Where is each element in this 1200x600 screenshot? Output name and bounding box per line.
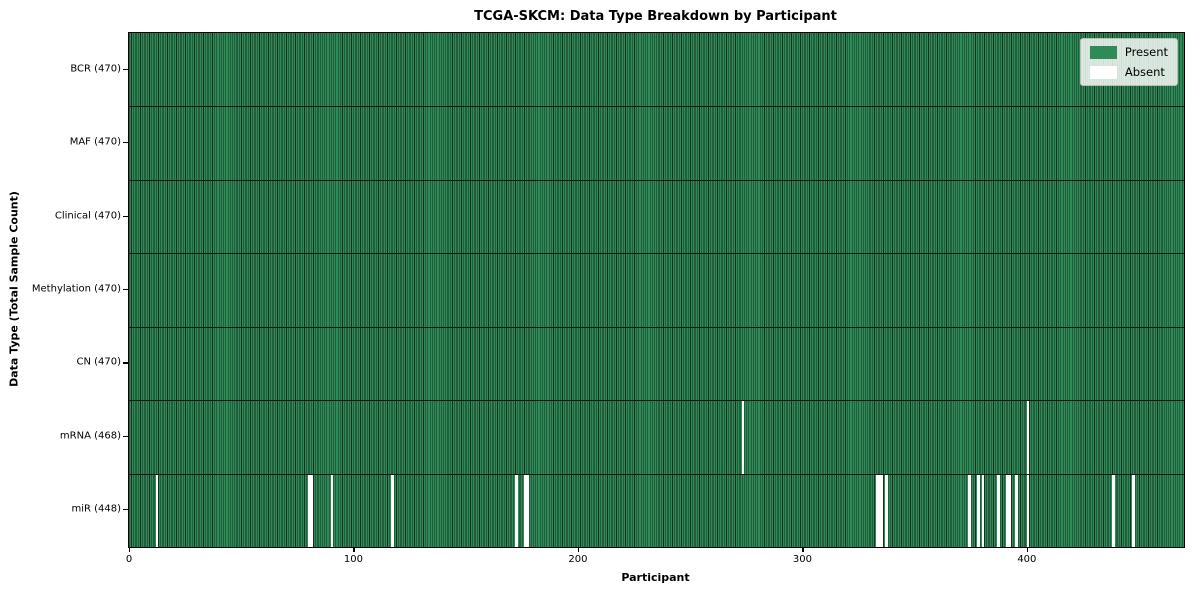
y-tick-mark xyxy=(123,289,128,291)
y-tick-mark xyxy=(123,142,128,144)
absent-gap xyxy=(885,474,888,547)
y-tick-mark xyxy=(123,435,128,438)
absent-gap xyxy=(1132,474,1135,547)
y-tick-mark xyxy=(123,215,128,217)
absent-gap xyxy=(310,474,314,547)
x-tick-mark xyxy=(577,547,580,552)
y-tick-mark xyxy=(123,362,128,364)
present-swatch xyxy=(1089,45,1117,59)
absent-gap xyxy=(997,474,1001,547)
legend-label-absent: Absent xyxy=(1124,65,1165,79)
absent-gap xyxy=(968,474,971,547)
chart-title: TCGA-SKCM: Data Type Breakdown by Partic… xyxy=(474,9,837,24)
legend: Present Absent xyxy=(1079,38,1178,86)
absent-gap xyxy=(308,474,311,547)
legend-label-present: Present xyxy=(1124,45,1168,59)
row-mrna xyxy=(129,400,1184,474)
absent-gap xyxy=(330,474,334,547)
legend-entry-absent: Absent xyxy=(1089,65,1168,79)
y-tick-label-mrna: mRNA (468) xyxy=(59,430,121,442)
absent-gap xyxy=(523,474,527,547)
absent-gap xyxy=(1026,474,1030,547)
y-tick-mark xyxy=(123,509,128,511)
x-tick-mark xyxy=(802,547,804,552)
y-tick-label-mir: miR (448) xyxy=(71,503,121,515)
x-tick-mark xyxy=(129,547,131,552)
absent-gap xyxy=(391,474,395,547)
absent-gap xyxy=(514,474,518,547)
y-tick-label-bcr: BCR (470) xyxy=(70,63,121,75)
absent-swatch xyxy=(1089,65,1117,79)
absent-gap xyxy=(1111,474,1115,547)
absent-gap xyxy=(876,474,879,547)
x-tick-mark xyxy=(1026,547,1029,552)
row-cn xyxy=(129,326,1184,400)
x-tick-mark xyxy=(353,547,355,552)
absent-gap xyxy=(880,474,884,547)
row-bcr xyxy=(129,33,1184,106)
row-methylation xyxy=(129,253,1184,326)
absent-gap xyxy=(1006,474,1010,547)
y-tick-label-cn: CN (470) xyxy=(76,356,121,368)
absent-gap xyxy=(155,474,159,547)
y-tick-label-maf: MAF (470) xyxy=(69,136,121,148)
y-tick-label-clinical: Clinical (470) xyxy=(54,210,121,222)
y-tick-mark xyxy=(123,68,128,70)
absent-gap xyxy=(526,474,529,547)
y-tick-label-methylation: Methylation (470) xyxy=(31,283,121,295)
absent-gap xyxy=(1015,474,1019,547)
x-tick-label-300: 300 xyxy=(792,554,812,565)
absent-gap xyxy=(977,474,980,547)
plot-area: Present Absent xyxy=(128,32,1185,548)
legend-entry-present: Present xyxy=(1089,45,1168,59)
x-axis-label: Participant xyxy=(621,571,690,584)
row-mir xyxy=(129,473,1184,547)
x-tick-label-400: 400 xyxy=(1017,554,1037,565)
x-tick-label-100: 100 xyxy=(343,554,363,565)
row-maf xyxy=(129,106,1184,179)
x-tick-label-200: 200 xyxy=(568,554,588,565)
absent-gap xyxy=(1026,401,1030,474)
row-clinical xyxy=(129,179,1184,253)
absent-gap xyxy=(878,474,882,547)
y-axis-label: Data Type (Total Sample Count) xyxy=(7,191,21,387)
x-tick-label-0: 0 xyxy=(125,554,133,565)
absent-gap xyxy=(741,401,745,474)
absent-gap xyxy=(1008,474,1012,547)
absent-gap xyxy=(981,474,985,547)
